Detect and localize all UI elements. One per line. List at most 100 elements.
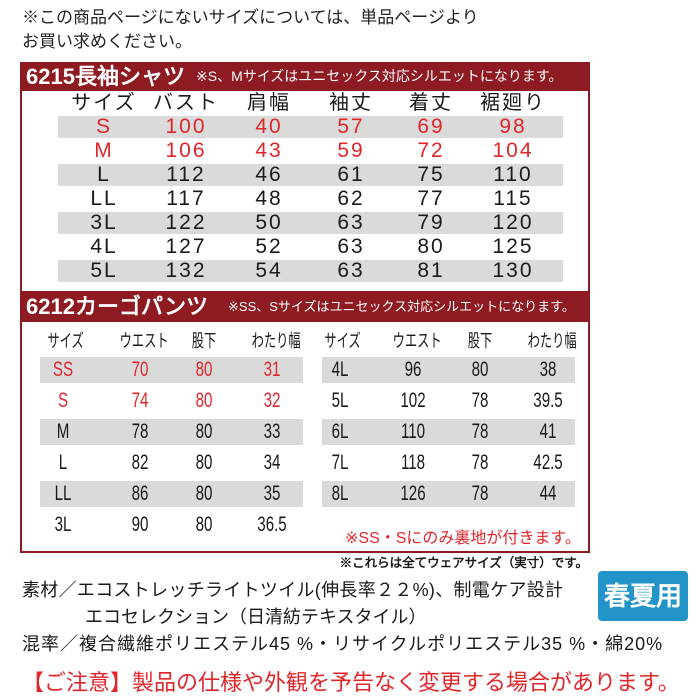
pants-title: 6212カーゴパンツ — [26, 294, 209, 319]
inseam-cell: 78 — [471, 482, 489, 505]
waist-cell: 90 — [131, 513, 149, 536]
bust-cell: 122 — [165, 211, 207, 234]
waist-cell: 86 — [131, 482, 149, 505]
pants-size-row: 8L 126 78 44 — [322, 481, 575, 507]
inseam-cell: 80 — [195, 482, 213, 505]
pants-size-row: 6L 110 78 41 — [322, 419, 575, 445]
waist-cell: 70 — [131, 358, 149, 381]
size-cell: 7L — [331, 451, 349, 474]
waist-cell: 82 — [131, 451, 149, 474]
sleeve-cell: 63 — [337, 211, 365, 234]
shoulder-cell: 50 — [255, 211, 283, 234]
size-cell: 4L — [90, 235, 118, 258]
length-cell: 72 — [417, 139, 445, 162]
shirt-header-row: サイズ バスト 肩幅 袖丈 着丈 裾廻り — [58, 92, 563, 114]
size-cell: LL — [54, 482, 72, 505]
thigh-cell: 31 — [263, 358, 281, 381]
shirt-size-row: 3L 122 50 63 79 120 — [58, 212, 563, 234]
size-cell: S — [95, 115, 112, 138]
material-line: エコセレクション（日清紡テキスタイル） — [85, 607, 427, 627]
thigh-cell: 35 — [263, 482, 281, 505]
col-header-thigh: わたり幅 — [251, 331, 301, 351]
col-header-inseam: 股下 — [467, 331, 493, 351]
top-notice-line: お買い求めください。 — [22, 32, 192, 51]
length-cell: 75 — [417, 163, 445, 186]
top-notice: ※この商品ページにないサイズについては、単品ページより お買い求めください。 — [22, 6, 479, 54]
size-cell: 3L — [54, 513, 72, 536]
pants-size-row: SS 70 80 31 — [40, 357, 303, 383]
season-badge: 春夏用 — [598, 571, 688, 621]
length-cell: 79 — [417, 211, 445, 234]
pants-section-header: 6212カーゴパンツ ※SS、Sサイズはユニセックス対応シルエットになります。 — [20, 291, 590, 322]
size-cell: 3L — [90, 211, 118, 234]
shirt-size-row: S 100 40 57 69 98 — [58, 116, 563, 138]
shirt-title: 6215長袖シャツ — [26, 64, 185, 89]
hem-cell: 98 — [499, 115, 527, 138]
sleeve-cell: 59 — [337, 139, 365, 162]
col-header-waist: ウエスト — [392, 331, 442, 351]
shoulder-cell: 48 — [255, 187, 283, 210]
garment-size-note: ※これらは全てウェアサイズ（実寸）です。 — [339, 556, 588, 570]
col-header-bust: バスト — [153, 92, 219, 114]
inseam-cell: 80 — [195, 389, 213, 412]
size-cell: L — [58, 451, 68, 474]
pants-header-row-right: サイズ ウエスト 股下 わたり幅 — [322, 329, 577, 353]
col-header-size: サイズ — [324, 331, 361, 351]
shirt-size-row: 5L 132 54 63 81 130 — [58, 260, 563, 282]
inseam-cell: 78 — [471, 451, 489, 474]
lining-note: ※SS・Sにのみ裏地が付きます。 — [345, 530, 581, 547]
col-header-thigh: わたり幅 — [527, 331, 577, 351]
thigh-cell: 33 — [263, 420, 281, 443]
inseam-cell: 80 — [195, 451, 213, 474]
size-cell: 4L — [331, 358, 349, 381]
pants-size-row: LL 86 80 35 — [40, 481, 303, 507]
bust-cell: 106 — [165, 139, 207, 162]
inseam-cell: 78 — [471, 420, 489, 443]
sleeve-cell: 61 — [337, 163, 365, 186]
shirt-size-row: LL 117 48 62 77 115 — [58, 188, 563, 210]
pants-header-row-left: サイズ ウエスト 股下 わたり幅 — [40, 329, 303, 353]
shirt-size-row: M 106 43 59 72 104 — [58, 140, 563, 162]
sleeve-cell: 63 — [337, 235, 365, 258]
col-header-inseam: 股下 — [191, 331, 217, 351]
thigh-cell: 34 — [263, 451, 281, 474]
pants-unisex-note: ※SS、Sサイズはユニセックス対応シルエットになります。 — [228, 299, 575, 314]
size-cell: SS — [52, 358, 74, 381]
size-cell: L — [97, 163, 111, 186]
shoulder-cell: 43 — [255, 139, 283, 162]
size-cell: M — [56, 420, 70, 443]
shoulder-cell: 40 — [255, 115, 283, 138]
waist-cell: 126 — [400, 482, 426, 505]
length-cell: 69 — [417, 115, 445, 138]
thigh-cell: 32 — [263, 389, 281, 412]
col-header-length: 着丈 — [409, 92, 453, 114]
change-warning: 【ご注意】製品の仕様や外観を予告なく変更する場合があります。 — [22, 670, 680, 695]
top-notice-line: ※この商品ページにないサイズについては、単品ページより — [22, 8, 479, 27]
size-cell: 5L — [331, 389, 349, 412]
shirt-section-header: 6215長袖シャツ ※S、Mサイズはユニセックス対応シルエットになります。 — [20, 62, 590, 91]
pants-size-row: 5L 102 78 39.5 — [322, 388, 575, 414]
thigh-cell: 42.5 — [533, 451, 563, 474]
hem-cell: 130 — [492, 259, 534, 282]
hem-cell: 120 — [492, 211, 534, 234]
col-header-sleeve: 袖丈 — [329, 92, 373, 114]
waist-cell: 78 — [131, 420, 149, 443]
size-cell: LL — [90, 187, 118, 210]
waist-cell: 74 — [131, 389, 149, 412]
size-cell: 6L — [331, 420, 349, 443]
thigh-cell: 38 — [539, 358, 557, 381]
length-cell: 81 — [417, 259, 445, 282]
col-header-hem: 裾廻り — [480, 92, 546, 114]
shoulder-cell: 54 — [255, 259, 283, 282]
size-cell: 5L — [90, 259, 118, 282]
thigh-cell: 36.5 — [257, 513, 287, 536]
size-cell: S — [57, 389, 69, 412]
shirt-size-row: 4L 127 52 63 80 125 — [58, 236, 563, 258]
pants-size-row: S 74 80 32 — [40, 388, 303, 414]
inseam-cell: 80 — [471, 358, 489, 381]
length-cell: 77 — [417, 187, 445, 210]
thigh-cell: 41 — [539, 420, 557, 443]
waist-cell: 102 — [400, 389, 426, 412]
pants-size-row: M 78 80 33 — [40, 419, 303, 445]
